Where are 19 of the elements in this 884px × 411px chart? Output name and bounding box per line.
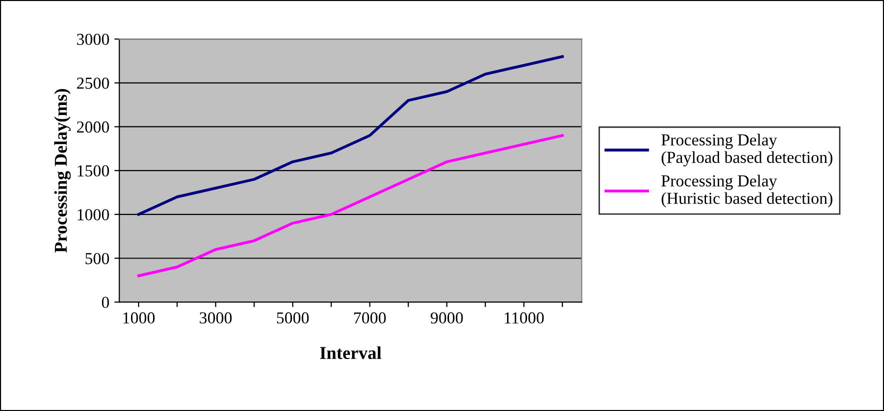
x-tick-label: 9000 [430,312,463,324]
x-tick-label: 7000 [354,312,386,324]
legend-label: Processing Delay (Payload based detection) [661,134,832,166]
line-series [137,55,564,216]
x-tick-label: 5000 [277,312,309,324]
x-axis-title: Interval [320,346,382,360]
x-tick-label: 11000 [504,312,544,324]
x-tick-label: 3000 [200,312,232,324]
y-tick-label: 2000 [77,121,109,133]
y-tick-label: 2500 [77,78,109,89]
y-tick-label: 1000 [78,209,109,220]
y-tick-label: 0 [102,296,109,308]
line-series [137,134,564,278]
x-tick-label: 1000 [123,312,155,324]
y-tick-label: 1500 [78,165,109,177]
y-tick-label: 500 [86,252,109,264]
y-axis-title: Processing Delay(ms) [54,89,71,253]
y-tick-label: 3000 [77,34,109,45]
legend-label: Processing Delay (Huristic based detection) [661,174,832,208]
